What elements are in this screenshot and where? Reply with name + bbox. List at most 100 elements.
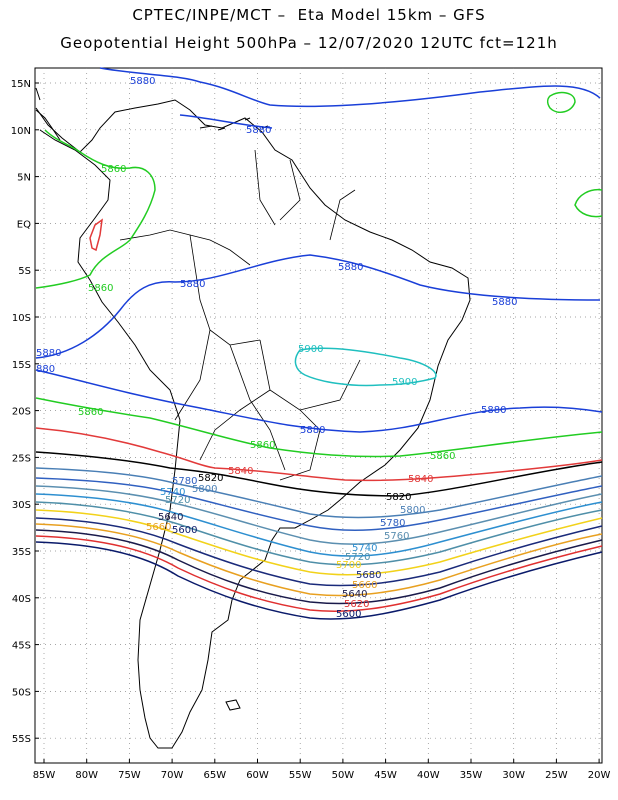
contour-5800 xyxy=(35,467,603,519)
label-5760: 5760 xyxy=(384,531,409,542)
lon-tick-label: 60W xyxy=(246,770,269,781)
label-5780: 5780 xyxy=(172,476,197,487)
label-5880: 5880 xyxy=(130,76,155,87)
axis-ticks: 15N 10N 5N EQ 5S 10S 15S 20S 25S 30S 35S 40S 45S 50S 5… xyxy=(11,79,611,781)
label-5700: 5700 xyxy=(336,560,361,571)
lat-tick-label: 45S xyxy=(12,641,31,652)
label-5860: 5860 xyxy=(101,164,126,175)
label-5860: 5860 xyxy=(88,283,113,294)
label-5820: 5820 xyxy=(386,492,411,503)
label-5620: 5620 xyxy=(344,599,369,610)
label-5900: 5900 xyxy=(298,344,323,355)
lon-tick-label: 70W xyxy=(161,770,184,781)
lon-tick-label: 20W xyxy=(588,770,611,781)
lon-tick-label: 25W xyxy=(545,770,568,781)
contour-5860-ecuador-red xyxy=(89,218,103,252)
label-5880: 5880 xyxy=(36,348,61,359)
lat-tick-label: 10S xyxy=(12,313,31,324)
label-5840: 5840 xyxy=(408,474,433,485)
coastline-layer xyxy=(35,87,471,749)
label-5880: 5880 xyxy=(180,279,205,290)
lon-tick-label: 75W xyxy=(118,770,141,781)
label-5820: 5820 xyxy=(198,473,223,484)
label-5840: 5840 xyxy=(228,466,253,477)
map-frame xyxy=(34,67,603,764)
lon-tick-label: 55W xyxy=(289,770,312,781)
lat-tick-label: 25S xyxy=(12,453,31,464)
contour-5860-atlantic xyxy=(574,188,603,218)
contour-5860 xyxy=(35,397,603,458)
label-5860: 5860 xyxy=(250,440,275,451)
contour-5680 xyxy=(35,517,603,587)
contour-5880-north xyxy=(99,67,601,108)
lon-tick-label: 80W xyxy=(75,770,98,781)
label-5880: 880 xyxy=(36,364,55,375)
label-5900: 5900 xyxy=(392,377,417,388)
contour-5760 xyxy=(35,485,603,545)
label-5740: 5740 xyxy=(160,487,185,498)
contour-5660 xyxy=(35,523,603,597)
contour-5880-low xyxy=(35,369,603,433)
label-5800: 5800 xyxy=(192,484,217,495)
label-5720: 5720 xyxy=(345,552,370,563)
contour-5840 xyxy=(35,427,603,482)
contour-5780 xyxy=(35,477,603,531)
lon-tick-label: 65W xyxy=(203,770,226,781)
label-5880: 5880 xyxy=(246,125,271,136)
lat-tick-label: 40S xyxy=(12,594,31,605)
falkland-islands xyxy=(225,699,241,711)
label-5640: 5640 xyxy=(158,512,183,523)
lat-tick-label: EQ xyxy=(17,219,31,230)
label-5880: 5880 xyxy=(338,262,363,273)
label-5780: 5780 xyxy=(380,518,405,529)
chart-title-line1: CPTEC/INPE/MCT – Eta Model 15km – GFS xyxy=(132,6,486,24)
lon-tick-label: 45W xyxy=(374,770,397,781)
contour-5600 xyxy=(35,541,603,620)
contour-5620 xyxy=(35,535,603,612)
lat-tick-label: 30S xyxy=(12,500,31,511)
lat-tick-label: 55S xyxy=(12,734,31,745)
country-borders xyxy=(119,149,361,481)
lat-tick-label: 5S xyxy=(18,266,31,277)
contour-5860-inner xyxy=(35,129,156,289)
contour-5720 xyxy=(35,501,603,566)
label-5880: 5880 xyxy=(481,405,506,416)
chart-title-line2: Geopotential Height 500hPa – 12/07/2020 … xyxy=(60,34,558,52)
contour-5860-carib xyxy=(546,91,576,113)
lon-tick-label: 40W xyxy=(417,770,440,781)
label-5660: 5660 xyxy=(146,522,171,533)
lat-tick-label: 15S xyxy=(12,360,31,371)
lat-tick-label: 50S xyxy=(12,687,31,698)
label-5600: 5600 xyxy=(172,525,197,536)
label-5740: 5740 xyxy=(352,543,377,554)
label-5860: 5860 xyxy=(430,451,455,462)
label-5800: 5800 xyxy=(400,505,425,516)
contour-layer xyxy=(35,67,603,620)
lon-tick-label: 30W xyxy=(502,770,525,781)
lon-tick-label: 50W xyxy=(332,770,355,781)
lat-tick-label: 5N xyxy=(17,173,31,184)
label-5600: 5600 xyxy=(336,609,361,620)
contour-5700 xyxy=(35,509,603,576)
label-5880: 5880 xyxy=(300,425,325,436)
south-america-coastline xyxy=(35,99,471,749)
grid-lines xyxy=(35,68,602,763)
contour-5880-south xyxy=(35,254,601,359)
contour-5640 xyxy=(35,529,603,605)
label-5660: 5660 xyxy=(352,580,377,591)
lon-tick-label: 85W xyxy=(33,770,56,781)
caribbean-islands xyxy=(199,117,269,131)
label-5860: 5860 xyxy=(78,407,103,418)
lat-tick-label: 20S xyxy=(12,407,31,418)
lat-tick-label: 35S xyxy=(12,547,31,558)
contour-5880-caribbean xyxy=(179,114,273,129)
label-5720: 5720 xyxy=(165,495,190,506)
central-america-coast xyxy=(35,87,61,141)
contour-labels: 5880 5880 5880 5880 5880 5880 880 5880 5… xyxy=(36,76,517,620)
lat-tick-label: 10N xyxy=(11,126,31,137)
contour-5740 xyxy=(35,493,603,557)
contour-5820 xyxy=(35,451,603,497)
lat-tick-label: 15N xyxy=(11,79,31,90)
label-5640: 5640 xyxy=(342,589,367,600)
